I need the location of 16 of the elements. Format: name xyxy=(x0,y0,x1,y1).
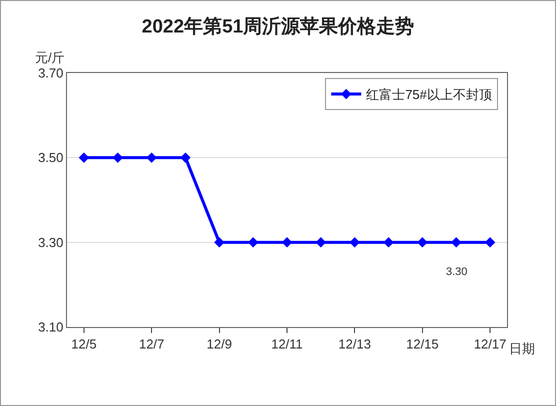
y-tick-label: 3.70 xyxy=(38,66,64,81)
x-tick-label: 12/7 xyxy=(138,336,164,352)
x-tick-label: 12/15 xyxy=(406,336,439,352)
legend-label: 红富士75#以上不封顶 xyxy=(366,87,492,102)
x-axis-title: 日期 xyxy=(509,341,535,356)
x-tick-label: 12/17 xyxy=(474,336,506,352)
x-tick-label: 12/5 xyxy=(71,336,97,352)
x-tick-label: 12/13 xyxy=(338,336,371,352)
y-tick-label: 3.30 xyxy=(38,234,64,250)
y-tick-label: 3.50 xyxy=(38,150,64,166)
x-tick-label: 12/11 xyxy=(271,336,303,352)
y-axis-title: 元/斤 xyxy=(35,50,65,65)
chart-title: 2022年第51周沂源苹果价格走势 xyxy=(142,15,414,38)
y-tick-label: 3.10 xyxy=(38,320,64,335)
x-tick-label: 12/9 xyxy=(206,336,232,352)
data-label: 3.30 xyxy=(446,266,468,278)
